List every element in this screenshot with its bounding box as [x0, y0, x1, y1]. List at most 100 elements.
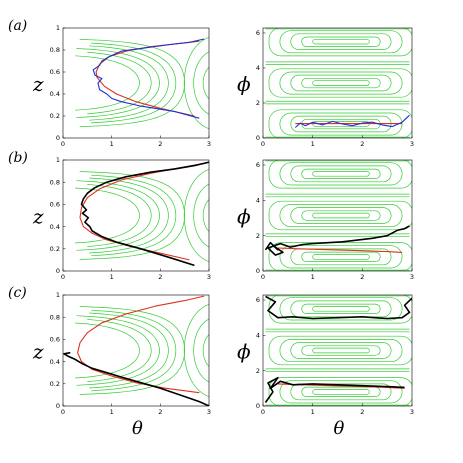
plot-area — [265, 28, 412, 138]
streamline — [290, 165, 392, 183]
y-tick-label: 0 — [56, 402, 60, 410]
y-tick-label: 0.8 — [50, 46, 60, 54]
y-tick-label: 4 — [256, 197, 260, 205]
plot-area — [75, 36, 209, 130]
trajectory-curve — [265, 295, 412, 320]
y-axis-label: z — [32, 72, 44, 96]
streamline — [183, 36, 209, 130]
axes-frame — [62, 27, 210, 139]
streamline — [312, 306, 370, 312]
y-tick-label: 0 — [56, 267, 60, 275]
x-tick-label: 3 — [410, 140, 414, 148]
x-tick-label: 1 — [311, 408, 315, 416]
streamline — [290, 342, 392, 359]
y-tick-label: 0.8 — [50, 178, 60, 186]
x-axis-label: θ — [132, 418, 143, 439]
streamline — [268, 335, 412, 366]
solution-curve — [95, 40, 200, 117]
streamline — [279, 30, 403, 54]
y-tick-label: 0 — [256, 134, 260, 142]
y-tick-label: 0.2 — [50, 380, 60, 388]
streamline — [75, 322, 140, 379]
streamline — [301, 36, 381, 47]
streamline — [290, 383, 392, 401]
y-axis-label: ϕ — [237, 205, 251, 229]
y-tick-label: 1 — [56, 24, 60, 32]
streamline — [279, 162, 403, 186]
y-axis-label: z — [32, 340, 44, 364]
y-tick-label: 4 — [256, 64, 260, 72]
streamline — [279, 204, 403, 228]
x-tick-label: 3 — [410, 408, 414, 416]
y-tick-label: 0.4 — [50, 223, 60, 231]
y-tick-label: 2 — [256, 367, 260, 375]
streamline — [268, 377, 412, 406]
streamline — [301, 303, 381, 314]
x-tick-label: 0 — [61, 273, 65, 281]
panel-label: (c) — [8, 285, 27, 301]
streamline — [279, 245, 403, 269]
y-tick-label: 6 — [256, 296, 260, 304]
y-tick-label: 0.6 — [50, 68, 60, 76]
trajectory-curve — [80, 161, 209, 267]
solution-curve — [77, 295, 205, 394]
x-tick-label: 0 — [61, 408, 65, 416]
plot-area — [63, 295, 209, 406]
panel-label: (a) — [8, 18, 27, 34]
streamline — [202, 334, 209, 367]
streamline — [312, 38, 370, 45]
y-tick-label: 0 — [256, 267, 260, 275]
streamline — [268, 109, 412, 138]
chart-panel-4: 0 1 2 3 0 2 4 6 ϕ — [237, 159, 414, 281]
streamline — [183, 169, 209, 262]
streamline — [193, 51, 209, 115]
streamline — [301, 345, 381, 356]
y-tick-label: 6 — [256, 29, 260, 37]
streamline — [89, 312, 169, 389]
x-tick-label: 1 — [110, 408, 114, 416]
streamline — [76, 315, 160, 386]
axes-frame — [262, 159, 413, 272]
y-tick-label: 0.4 — [50, 358, 60, 366]
streamline — [301, 210, 381, 221]
streamline — [79, 39, 185, 127]
x-tick-label: 2 — [360, 408, 364, 416]
trajectory-curve — [264, 376, 405, 403]
solution-curve — [277, 247, 403, 253]
streamline — [279, 71, 403, 95]
streamline — [76, 180, 160, 251]
trajectory-curve — [63, 351, 209, 406]
streamline — [193, 183, 209, 248]
y-tick-label: 6 — [256, 161, 260, 169]
streamline — [91, 174, 177, 257]
streamline — [79, 171, 185, 260]
streamline — [75, 55, 140, 111]
y-tick-label: 0.8 — [50, 313, 60, 321]
x-tick-label: 3 — [410, 273, 414, 281]
streamline — [301, 168, 381, 179]
x-tick-label: 3 — [207, 408, 211, 416]
y-tick-label: 0.6 — [50, 336, 60, 344]
streamline — [312, 212, 370, 219]
x-tick-label: 0 — [261, 408, 265, 416]
x-tick-label: 3 — [207, 273, 211, 281]
x-tick-label: 1 — [311, 273, 315, 281]
plot-area — [264, 295, 412, 406]
streamline — [301, 251, 381, 262]
y-tick-label: 0 — [56, 134, 60, 142]
streamline — [268, 200, 412, 231]
chart-panel-3: 0 1 2 3 0 0.2 0.4 0.6 0.8 1 z (b) — [8, 150, 211, 281]
x-tick-label: 2 — [158, 273, 162, 281]
axes-frame — [262, 27, 413, 139]
streamline — [290, 300, 392, 318]
streamline — [279, 339, 403, 363]
y-tick-label: 0.2 — [50, 245, 60, 253]
panel-label: (b) — [8, 150, 28, 166]
streamline — [202, 66, 209, 100]
y-tick-label: 0 — [256, 402, 260, 410]
streamline — [268, 68, 412, 98]
y-axis-label: ϕ — [237, 340, 251, 364]
streamline — [290, 207, 392, 224]
chart-panel-1: 0 1 2 3 0 0.2 0.4 0.6 0.8 1 z (a) — [8, 18, 211, 148]
streamline — [183, 304, 209, 397]
